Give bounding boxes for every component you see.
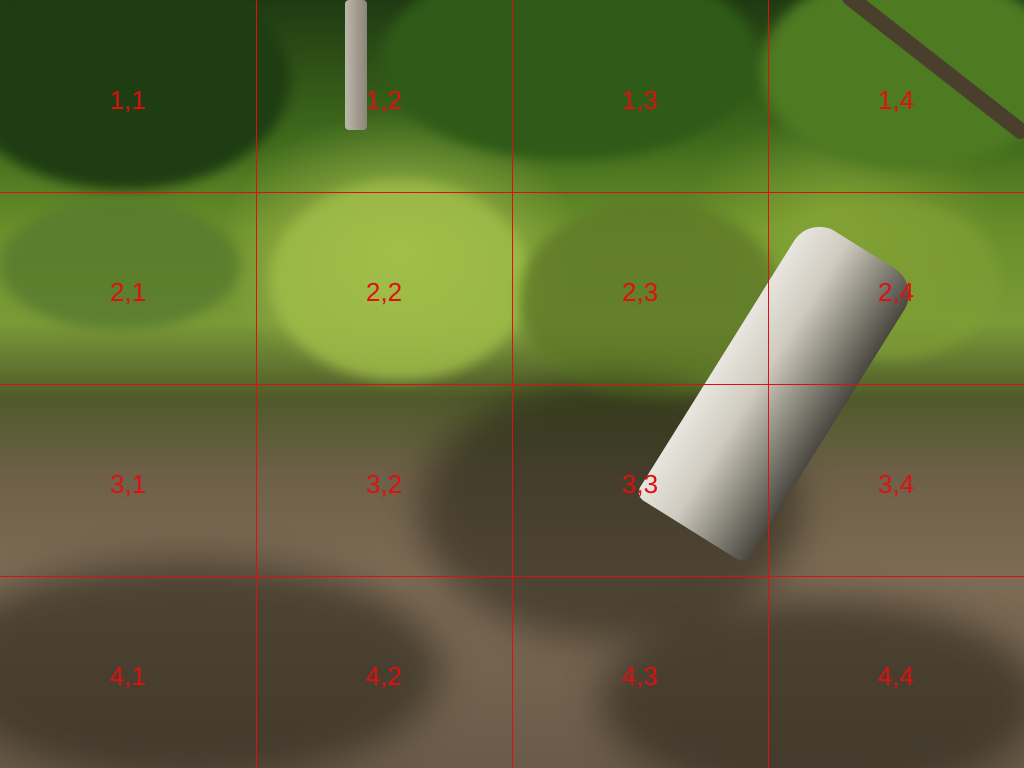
- grid-cell-label: 3,2: [365, 469, 403, 499]
- grid-cell-label: 2,4: [877, 277, 915, 307]
- grid-cell-label: 1,3: [621, 85, 659, 115]
- grid-cell-label: 2,2: [365, 277, 403, 307]
- tree-trunk-background: [345, 0, 367, 130]
- ground-shadow-left: [0, 560, 440, 768]
- grid-cell-label: 4,4: [877, 661, 915, 691]
- grid-cell-label: 4,3: [621, 661, 659, 691]
- grid-cell-label: 4,2: [365, 661, 403, 691]
- grid-cell-label: 2,3: [621, 277, 659, 307]
- grid-cell-label: 3,3: [621, 469, 659, 499]
- grid-cell-label: 3,1: [109, 469, 147, 499]
- grid-horizontal-line: [0, 576, 1024, 577]
- bush-left: [0, 200, 240, 330]
- grid-cell-label: 1,4: [877, 85, 915, 115]
- ground-shadow-right: [600, 600, 1024, 768]
- grid-cell-label: 4,1: [109, 661, 147, 691]
- grid-horizontal-line: [0, 192, 1024, 193]
- grid-horizontal-line: [0, 384, 1024, 385]
- grid-cell-label: 1,1: [109, 85, 147, 115]
- foliage-top-center: [380, 0, 760, 160]
- grid-cell-label: 3,4: [877, 469, 915, 499]
- grid-cell-label: 1,2: [365, 85, 403, 115]
- grid-cell-label: 2,1: [109, 277, 147, 307]
- sunlit-bush: [270, 180, 530, 380]
